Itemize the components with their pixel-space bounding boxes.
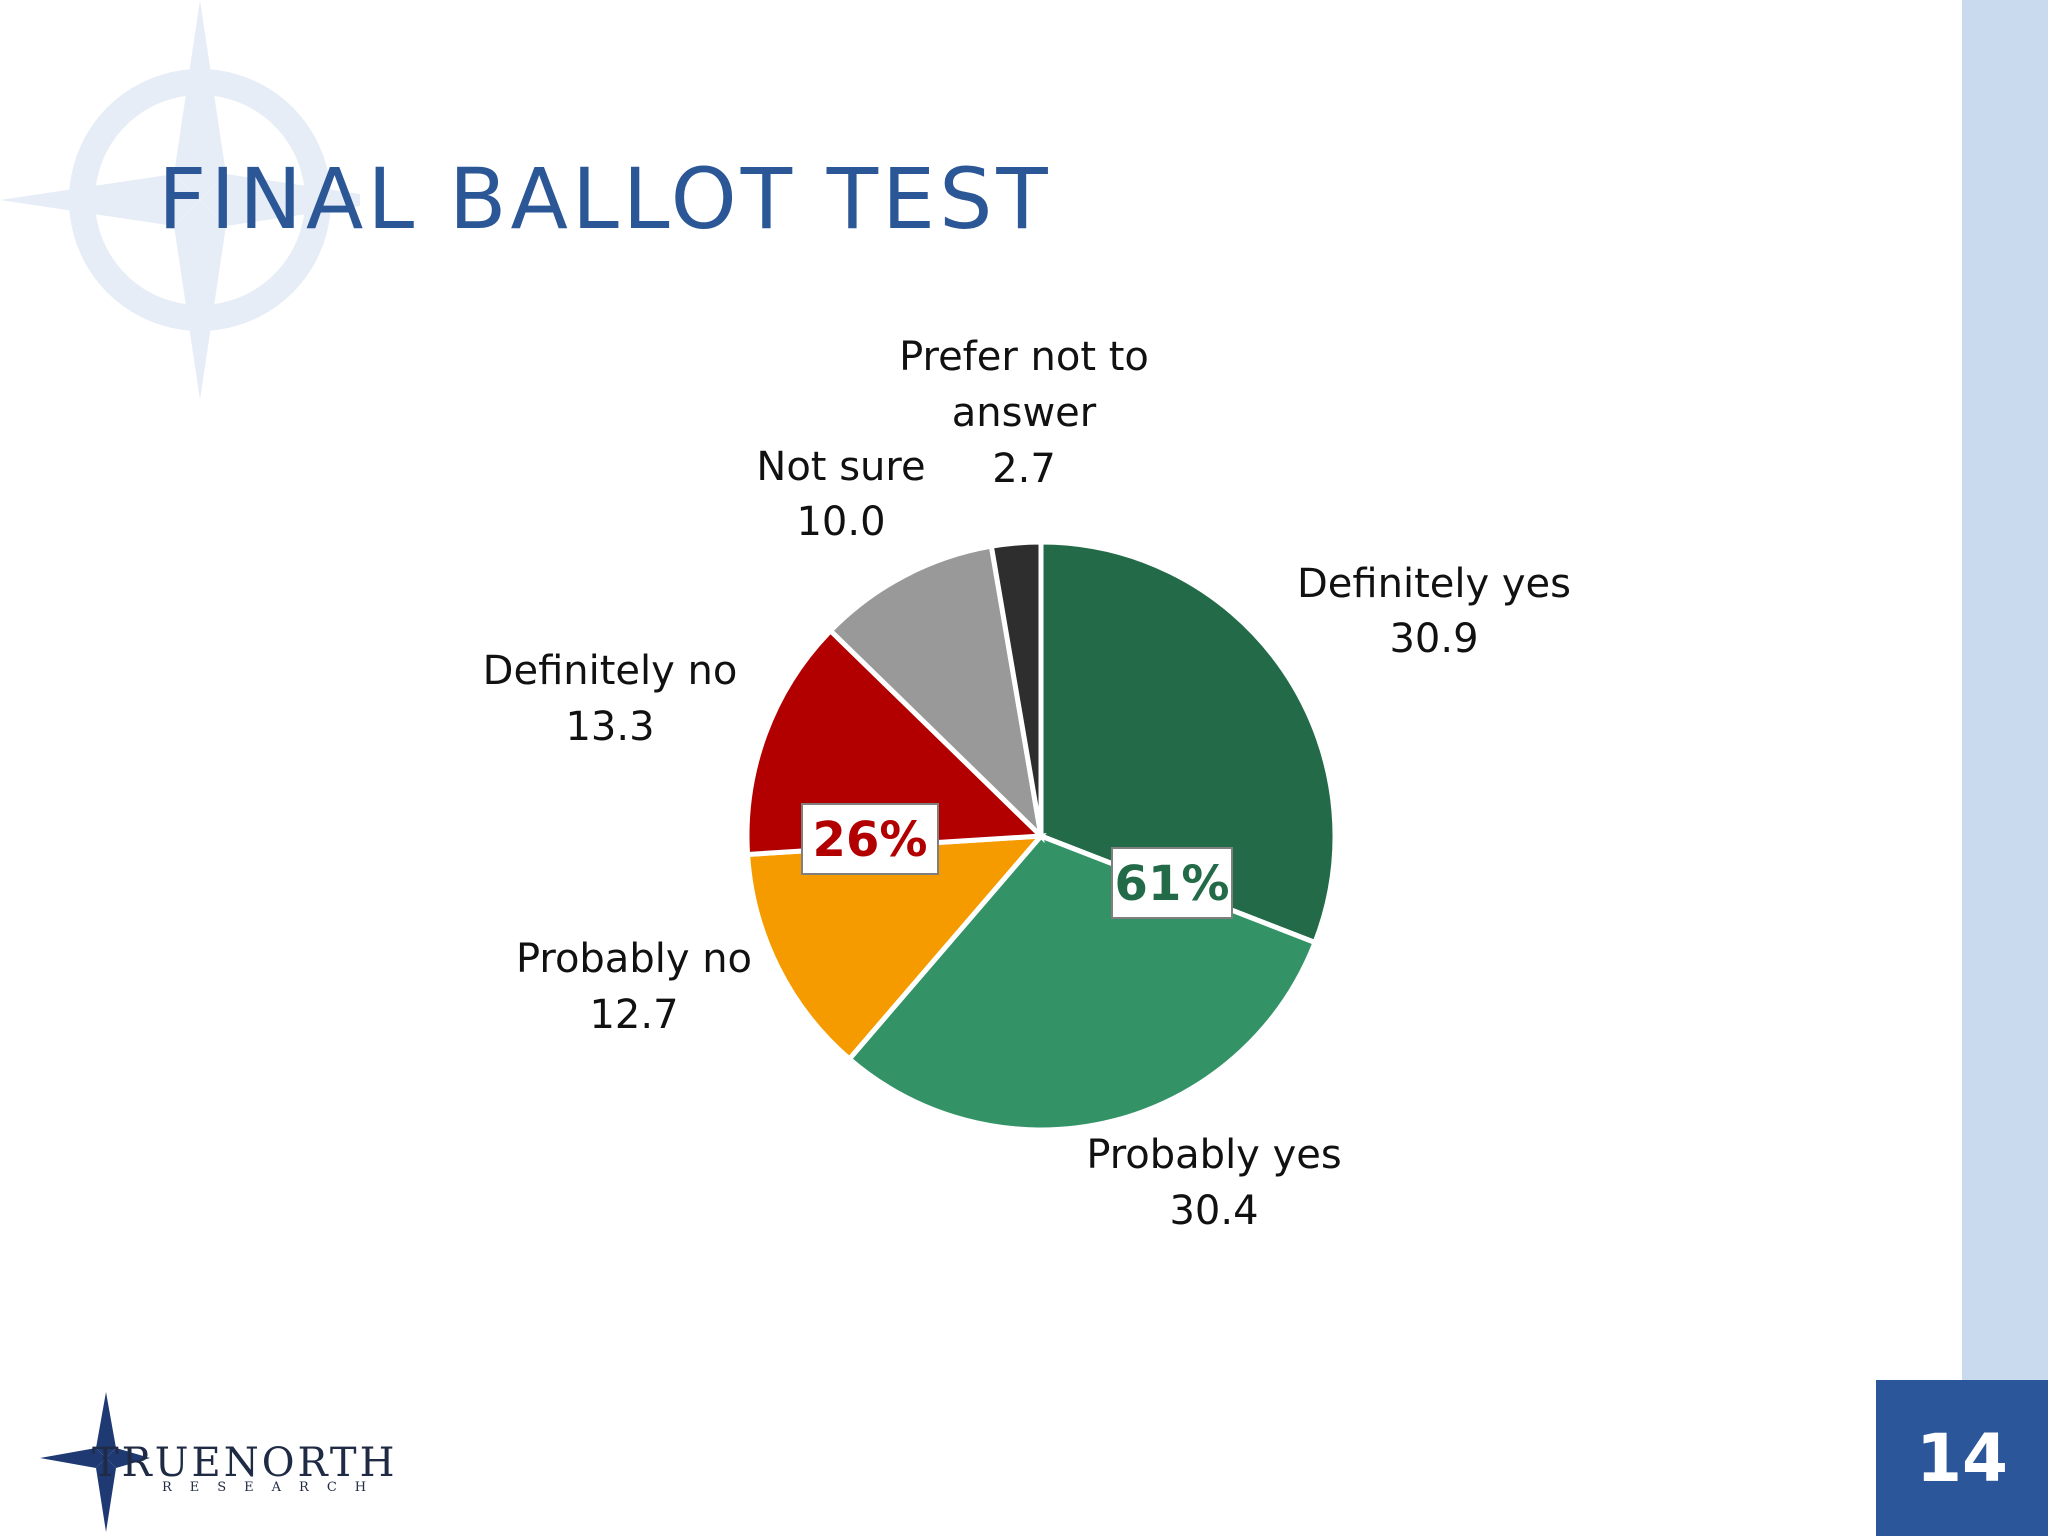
data-label-value: 12.7: [589, 992, 678, 1038]
callout-26-percent: 26%: [801, 803, 939, 875]
data-label-category: Prefer not to: [899, 334, 1149, 380]
callout-61-percent: 61%: [1111, 847, 1233, 919]
logo-wordmark: TRUENORTH: [92, 1440, 398, 1486]
north-star-logo-icon: [40, 1392, 150, 1532]
data-label-category: Not sure: [756, 444, 925, 490]
pie-slice-definitely-yes: [1038, 539, 1338, 946]
slide-title: FINAL BALLOT TEST: [158, 150, 1052, 248]
pie-slice-probably-no: [744, 833, 1047, 1063]
pie-slice-prefer-not-to-answer: [988, 539, 1044, 837]
data-label-category: Definitely no: [483, 648, 738, 694]
data-label-category: Probably no: [516, 936, 752, 982]
svg-text:61%: 61%: [1115, 856, 1230, 912]
logo-subtitle: RESEARCH: [162, 1480, 385, 1495]
data-label-category: answer: [952, 390, 1097, 436]
svg-text:26%: 26%: [813, 812, 928, 868]
compass-watermark-icon: [0, 0, 360, 400]
data-label-value: 13.3: [565, 704, 654, 750]
side-band: [1962, 0, 2048, 1536]
data-label-value: 2.7: [992, 446, 1056, 492]
data-label-value: 30.4: [1169, 1188, 1258, 1234]
data-label-value: 30.9: [1389, 616, 1478, 662]
pie-slice-definitely-no: [744, 627, 1047, 858]
data-label-value: 10.0: [796, 499, 885, 545]
pie-slice-not-sure: [826, 543, 1045, 844]
page-number: 14: [1876, 1380, 2048, 1536]
data-label-category: Definitely yes: [1297, 561, 1571, 607]
data-label-category: Probably yes: [1086, 1132, 1341, 1178]
